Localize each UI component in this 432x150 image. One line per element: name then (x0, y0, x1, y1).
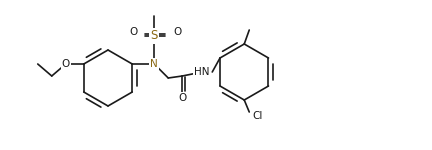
Text: O: O (62, 59, 70, 69)
Text: O: O (129, 27, 137, 37)
Text: O: O (178, 93, 186, 103)
Text: Cl: Cl (252, 111, 262, 121)
Text: O: O (173, 27, 181, 37)
Text: HN: HN (194, 67, 210, 77)
Text: S: S (151, 30, 158, 42)
Text: N: N (150, 59, 158, 69)
